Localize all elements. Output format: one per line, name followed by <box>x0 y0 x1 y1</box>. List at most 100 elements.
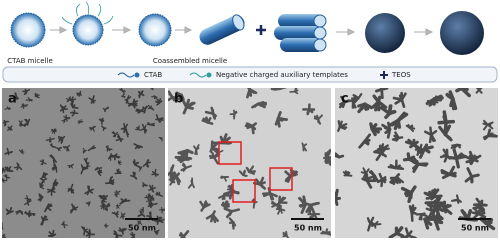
particle <box>20 103 29 109</box>
particle <box>387 159 405 171</box>
ctab-icon <box>117 72 135 78</box>
particle <box>357 102 374 114</box>
ctab-icon <box>134 72 140 78</box>
particle <box>370 220 382 229</box>
particle <box>88 95 96 104</box>
particle <box>129 231 136 238</box>
particle <box>130 171 138 180</box>
particle <box>24 199 32 206</box>
particle <box>34 92 40 99</box>
particle <box>158 136 163 142</box>
particle <box>4 106 11 111</box>
particle <box>367 170 380 183</box>
particle <box>301 142 308 152</box>
particle <box>2 166 7 174</box>
arrow <box>50 26 68 34</box>
particle <box>335 152 345 159</box>
particle <box>178 230 190 238</box>
particle <box>151 94 158 100</box>
particle <box>205 210 219 224</box>
particle <box>423 215 437 230</box>
particle <box>70 102 79 109</box>
particle <box>238 169 248 177</box>
particle <box>148 184 156 193</box>
particle <box>374 143 390 157</box>
particle <box>388 226 405 238</box>
particle <box>440 165 457 180</box>
particle <box>338 95 352 109</box>
particle <box>448 148 467 169</box>
particle <box>2 222 4 230</box>
particle <box>28 212 36 217</box>
particle <box>204 106 218 120</box>
particle <box>51 163 58 173</box>
particle <box>46 185 56 197</box>
particle <box>177 149 194 161</box>
particle <box>4 147 13 156</box>
particle <box>482 128 498 141</box>
particle <box>39 177 48 184</box>
particle <box>223 207 241 219</box>
particle <box>181 98 196 115</box>
particle <box>3 174 11 182</box>
particle <box>360 167 370 179</box>
particle <box>342 170 353 177</box>
particle <box>440 200 453 215</box>
particle <box>108 176 114 184</box>
particle <box>193 144 200 156</box>
particle <box>475 88 483 94</box>
particle <box>83 157 89 165</box>
particle <box>24 195 32 203</box>
particle <box>405 123 416 133</box>
label: CTAB micelle <box>7 57 53 65</box>
particle <box>425 94 444 106</box>
particle <box>282 230 290 238</box>
particle <box>13 92 19 101</box>
arrow <box>112 26 132 34</box>
particle <box>155 98 163 106</box>
particle <box>70 109 79 117</box>
particle <box>70 203 79 214</box>
particle <box>391 131 404 142</box>
particle <box>7 125 13 131</box>
particle <box>445 90 458 111</box>
particle <box>111 131 119 138</box>
particle <box>142 159 151 168</box>
particle <box>133 143 143 150</box>
particle <box>289 88 299 95</box>
particle <box>99 194 106 200</box>
particle <box>451 194 462 204</box>
particle <box>105 145 113 152</box>
particle <box>408 204 417 222</box>
cylinder <box>199 14 245 45</box>
particle <box>201 116 214 125</box>
scale-bar-label: 50 nm <box>128 224 156 233</box>
highlight-box <box>269 167 293 191</box>
particle <box>482 119 494 131</box>
particle <box>472 197 488 209</box>
particle <box>270 88 288 91</box>
coassembled-micelle <box>138 13 172 47</box>
particle <box>51 128 57 135</box>
particle <box>389 173 401 186</box>
particle <box>307 212 321 220</box>
particle <box>98 117 105 125</box>
particle <box>85 162 91 170</box>
particle <box>63 114 71 122</box>
particle <box>379 104 397 120</box>
particle <box>97 168 103 177</box>
particle <box>374 88 389 100</box>
particle <box>209 140 219 154</box>
particle <box>302 103 316 116</box>
particle <box>381 121 392 139</box>
legend-box <box>2 66 498 83</box>
particle <box>67 183 75 194</box>
particle <box>437 110 456 131</box>
template-icon <box>206 72 212 78</box>
particle <box>87 145 96 152</box>
particle <box>102 202 111 212</box>
particles <box>335 88 498 238</box>
particle <box>320 228 331 236</box>
scale-bar-label: 50 nm <box>461 224 489 233</box>
particle <box>114 168 122 175</box>
